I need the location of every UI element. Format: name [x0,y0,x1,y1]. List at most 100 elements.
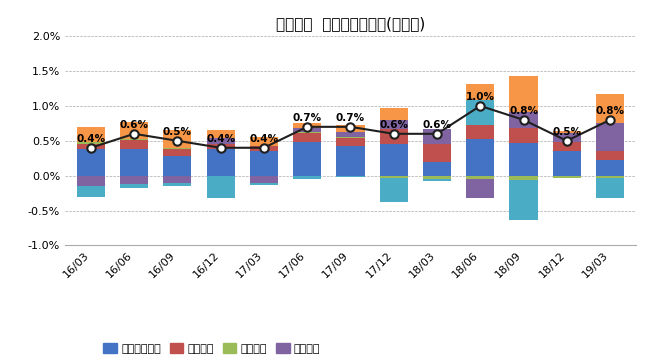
Bar [206,149,235,176]
Bar [466,83,495,100]
Line: 国内総生産: 国内総生産 [87,102,614,152]
Bar [336,146,365,176]
Bar [120,140,148,149]
Bar [336,125,365,132]
Bar [336,176,365,177]
Bar [553,142,581,151]
Text: 1.0%: 1.0% [466,92,495,102]
Bar [293,132,321,133]
Title: アメリカ  実質国内総生産(前期比): アメリカ 実質国内総生産(前期比) [276,16,425,31]
Bar [120,122,148,139]
Bar [164,149,191,156]
Bar [164,176,191,183]
Bar [293,123,321,128]
Bar [120,184,148,188]
Bar [164,130,191,148]
Bar [423,179,451,180]
Bar [423,162,451,176]
Text: 0.5%: 0.5% [552,127,582,136]
Bar [509,76,537,112]
Bar [293,176,321,179]
Bar [164,148,191,149]
Bar [77,127,105,142]
Bar [380,120,408,129]
Bar [77,149,105,176]
Bar [250,146,278,151]
Text: 0.8%: 0.8% [509,106,538,116]
Bar [553,133,581,142]
国内総生産 [303,125,311,129]
Bar [466,139,495,176]
Bar [206,144,235,149]
Text: 0.5%: 0.5% [163,127,192,136]
Text: 0.6%: 0.6% [119,119,149,130]
国内総生産 [563,139,570,143]
Bar [250,177,278,183]
Bar [553,131,581,133]
国内総生産 [217,145,225,150]
Bar [596,151,624,160]
Bar [509,180,537,219]
Text: 0.6%: 0.6% [379,119,408,130]
Bar [206,176,235,198]
国内総生産 [433,132,441,136]
国内総生産 [130,132,138,136]
Bar [164,156,191,176]
Bar [77,186,105,197]
Bar [293,142,321,176]
Bar [509,176,537,180]
Bar [120,176,148,184]
Bar [380,176,408,178]
Bar [120,149,148,176]
Bar [77,142,105,144]
Bar [250,137,278,146]
Bar [596,176,624,178]
Text: 0.4%: 0.4% [77,134,105,144]
Bar [509,127,537,143]
Text: 0.4%: 0.4% [206,134,235,144]
Bar [293,128,321,132]
Bar [250,183,278,186]
Bar [509,112,537,127]
Bar [380,108,408,120]
Text: 0.7%: 0.7% [336,113,365,123]
Bar [596,123,624,151]
Bar [380,129,408,144]
Bar [553,176,581,178]
Bar [336,132,365,137]
国内総生産 [606,118,614,122]
Text: 0.4%: 0.4% [249,134,278,144]
Bar [250,176,278,177]
Bar [77,144,105,149]
Text: 0.8%: 0.8% [596,106,624,116]
Bar [120,139,148,140]
Bar [77,176,105,186]
国内総生産 [476,104,484,108]
国内総生産 [260,145,268,150]
Bar [423,176,451,179]
Bar [596,160,624,176]
国内総生産 [87,145,95,150]
Bar [553,151,581,176]
国内総生産 [173,139,181,143]
Bar [466,176,495,179]
Bar [466,125,495,139]
Bar [466,100,495,125]
Bar [596,94,624,123]
国内総生産 [520,118,528,122]
国内総生産 [347,125,354,129]
Text: 0.6%: 0.6% [422,119,452,130]
Bar [466,179,495,198]
Text: 0.7%: 0.7% [293,113,322,123]
Bar [293,133,321,142]
Bar [164,183,191,186]
国内総生産 [390,132,398,136]
Bar [509,143,537,176]
Bar [380,178,408,201]
Bar [250,151,278,176]
Bar [596,178,624,198]
Bar [206,130,235,138]
Bar [380,144,408,176]
Bar [423,129,451,144]
Bar [336,138,365,146]
